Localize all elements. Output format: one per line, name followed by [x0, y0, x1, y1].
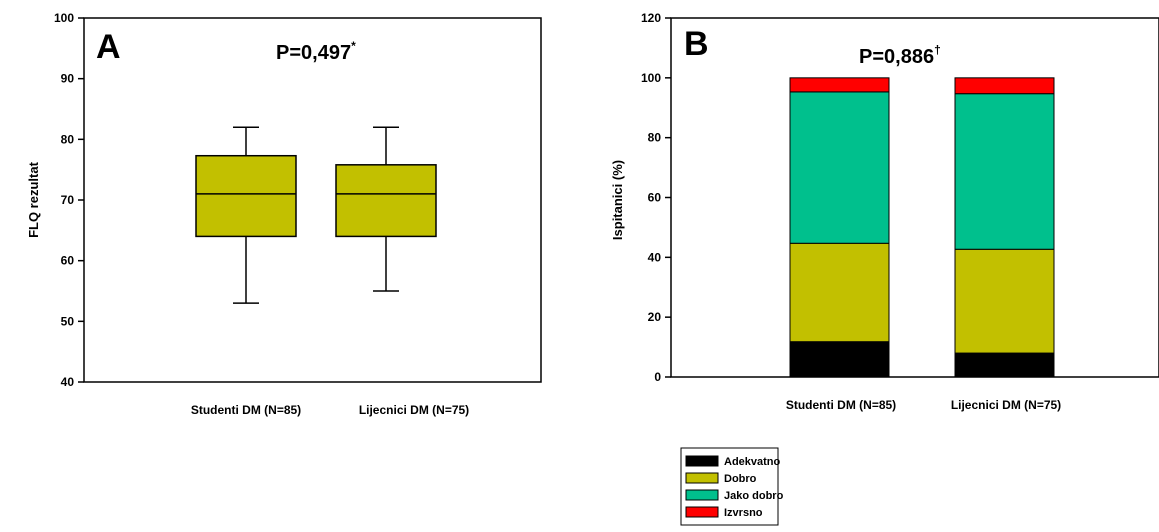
- y-tick-label: 50: [61, 314, 75, 328]
- legend-label: Adekvatno: [724, 456, 781, 468]
- y-tick-label: 20: [648, 310, 662, 324]
- bar-segment-adekvatno: [954, 352, 1055, 378]
- panel-b-p-value-text: P=0,886: [859, 46, 934, 68]
- y-tick-label: 80: [648, 131, 662, 145]
- panel-a-boxes: [195, 126, 437, 304]
- y-tick-label: 90: [61, 72, 75, 86]
- legend-swatch: [685, 472, 719, 484]
- panel-b-x-labels: Studenti DM (N=85) Lijecnici DM (N=75): [786, 398, 1061, 412]
- panel-a-p-value-sup: *: [351, 39, 356, 53]
- panel-b-plot-frame: [670, 17, 1159, 378]
- panel-b-letter: B: [684, 25, 709, 63]
- bar-segment-dobro: [789, 242, 890, 343]
- panel-a-p-value-text: P=0,497: [276, 42, 351, 64]
- panel-a-boxplot: A P=0,497* FLQ rezultat 405060708090100 …: [26, 11, 542, 417]
- y-tick-label: 100: [641, 71, 661, 85]
- panel-b-p-value-sup: †: [934, 43, 941, 57]
- legend-label: Jako dobro: [724, 490, 784, 502]
- bar-segment-jako-dobro: [954, 93, 1055, 250]
- legend-swatch: [685, 455, 719, 467]
- y-tick-label: 100: [54, 11, 74, 25]
- panel-b-y-ticks: 0 20 40 60 80 100 120: [641, 11, 671, 384]
- y-tick-label: 80: [61, 132, 75, 146]
- panel-a-letter: A: [96, 28, 121, 66]
- x-category-label: Studenti DM (N=85): [786, 398, 896, 412]
- panel-a-plot-frame: [83, 17, 542, 383]
- bar-segment-izvrsno: [954, 77, 1055, 95]
- panel-b-p-value: P=0,886†: [859, 43, 941, 68]
- y-tick-label: 0: [654, 370, 661, 384]
- x-category-label: Lijecnici DM (N=75): [951, 398, 1061, 412]
- bar-segment-jako-dobro: [789, 91, 890, 244]
- bar-segment-izvrsno: [789, 77, 890, 93]
- y-tick-label: 60: [648, 191, 662, 205]
- panel-a-y-axis-title: FLQ rezultat: [26, 161, 41, 238]
- panel-b-bars: [789, 77, 1055, 378]
- legend-label: Izvrsno: [724, 507, 763, 519]
- box-iqr: [335, 164, 437, 238]
- bar-segment-dobro: [954, 248, 1055, 354]
- legend-label: Dobro: [724, 473, 757, 485]
- y-tick-label: 40: [61, 375, 75, 389]
- bar-segment-adekvatno: [789, 341, 890, 378]
- panel-a-p-value: P=0,497*: [276, 39, 356, 64]
- y-tick-label: 40: [648, 250, 662, 264]
- panel-a-x-labels: Studenti DM (N=85) Lijecnici DM (N=75): [191, 403, 469, 417]
- x-category-label: Lijecnici DM (N=75): [359, 403, 469, 417]
- y-tick-label: 120: [641, 11, 661, 25]
- legend-swatch: [685, 506, 719, 518]
- panel-b-stacked-bar: B P=0,886† Ispitanici (%) 0 20 40 60 80 100 12…: [610, 11, 1159, 526]
- x-category-label: Studenti DM (N=85): [191, 403, 301, 417]
- box-iqr: [195, 154, 297, 238]
- legend-swatch: [685, 489, 719, 501]
- y-tick-label: 70: [61, 193, 75, 207]
- panel-b-y-axis-title: Ispitanici (%): [610, 160, 625, 240]
- panel-b-legend: Adekvatno Dobro Jako dobro Izvrsno: [680, 447, 784, 526]
- y-tick-label: 60: [61, 254, 75, 268]
- panel-a-y-ticks: 40 50 60 70 80 90 100: [54, 11, 84, 389]
